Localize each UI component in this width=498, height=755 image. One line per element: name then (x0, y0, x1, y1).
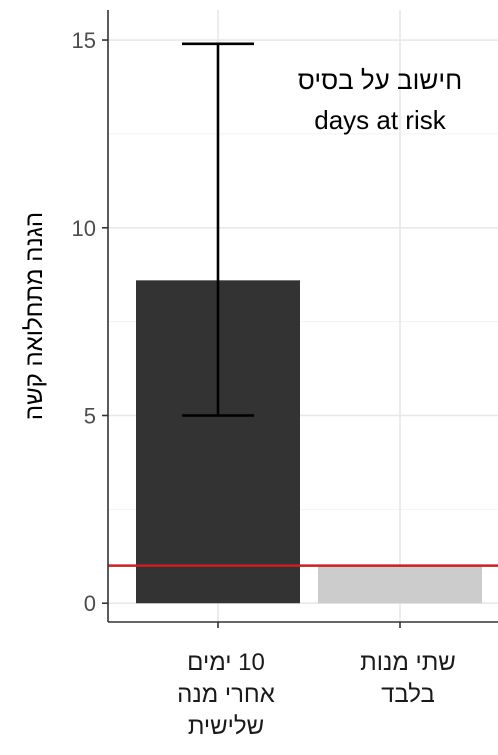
y-tick-label: 10 (72, 216, 96, 241)
x-tick-label-line: אחרי מנה (177, 681, 275, 708)
axes (102, 10, 498, 628)
x-tick-label-line: שתי מנות (360, 649, 456, 676)
labels: 0 5 10 15 10 ימים אחרי מנה שלישית שתי מנות בלבד ה… (21, 28, 462, 740)
y-axis-title: הגנה מתחלואה קשה (21, 212, 48, 420)
x-tick-label: 10 ימים אחרי מנה שלישית (177, 649, 275, 740)
y-tick-label: 15 (72, 28, 96, 53)
x-tick-label: שתי מנות בלבד (360, 649, 456, 708)
annotation-line: חישוב על בסיס (298, 65, 462, 95)
bar (318, 565, 482, 604)
x-tick-label-line: שלישית (188, 713, 264, 740)
x-tick-label-line: 10 ימים (187, 649, 265, 676)
error-bars (182, 42, 254, 417)
x-tick-label-line: בלבד (381, 681, 435, 708)
annotation-text: חישוב על בסיס days at risk (298, 65, 462, 135)
y-tick-label: 5 (84, 403, 96, 428)
annotation-line: days at risk (314, 105, 446, 135)
y-tick-label: 0 (84, 591, 96, 616)
